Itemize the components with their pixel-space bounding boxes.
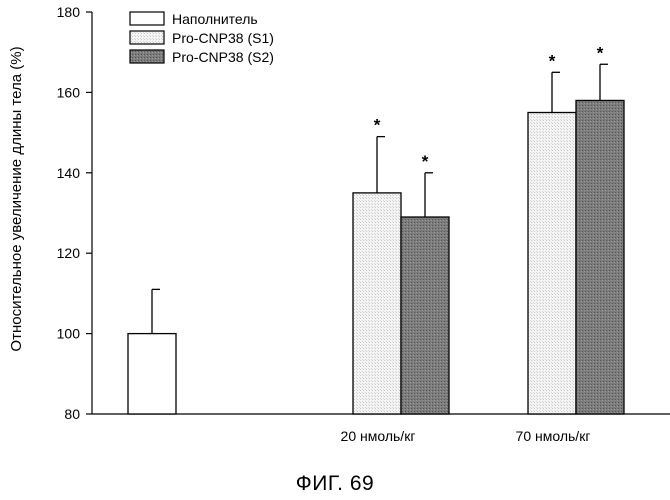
figure-caption: ФИГ. 69 [0,472,670,496]
significance-marker: * [549,51,556,70]
legend-swatch [130,12,164,25]
bar-chart: 80 100 120 140 160 180 Относительное увеличени… [0,0,670,470]
legend-label: Pro-CNP38 (S2) [172,49,274,65]
legend-label: Наполнитель [172,11,258,27]
x-category-label: 70 нмоль/кг [516,428,591,444]
legend-label: Pro-CNP38 (S1) [172,30,274,46]
y-tick-label: 180 [57,4,81,20]
y-tick-label: 100 [57,326,81,342]
significance-marker: * [597,43,604,62]
y-tick-label: 80 [64,406,80,422]
legend-swatch [130,31,164,44]
x-category-label: 20 нмоль/кг [341,428,416,444]
y-tick-label: 120 [57,245,81,261]
y-axis-label: Относительное увеличение длины тела (%) [8,46,25,351]
significance-marker: * [374,116,381,135]
bar [401,217,449,414]
bar [353,193,401,414]
bar [528,113,576,415]
legend-swatch [130,50,164,63]
bar [576,100,624,414]
y-tick-label: 140 [57,165,81,181]
bar [128,334,176,414]
significance-marker: * [422,152,429,171]
y-tick-label: 160 [57,84,81,100]
